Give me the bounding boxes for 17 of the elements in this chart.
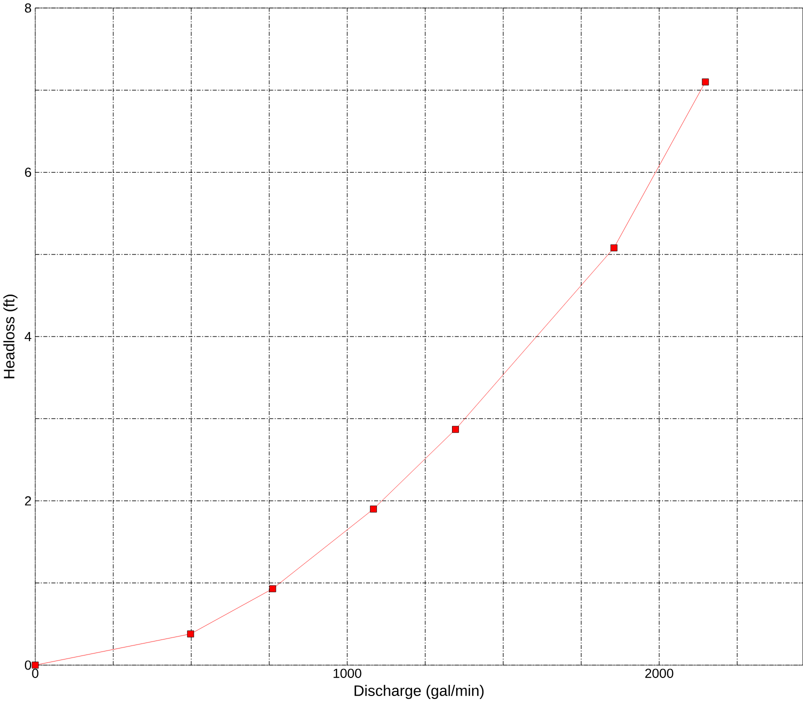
- point: [702, 78, 709, 86]
- x-axis-title: Discharge (gal/min): [354, 684, 484, 699]
- point: [187, 630, 194, 638]
- point: [452, 426, 459, 433]
- x-tick-label: 0: [32, 668, 38, 678]
- y-tick-label: 0: [24, 660, 32, 670]
- y-tick-label: 8: [24, 3, 32, 12]
- point: [32, 662, 39, 668]
- x-tick-label: 2000: [645, 668, 674, 678]
- point: [610, 244, 618, 252]
- y-axis-title: Headloss (ft): [3, 294, 18, 378]
- y-tick-label: 4: [24, 332, 32, 341]
- x-tick-label: 1000: [334, 668, 362, 678]
- y-tick-label: 6: [25, 167, 32, 177]
- point: [269, 585, 276, 592]
- point: [370, 505, 377, 512]
- y-tick-label: 2: [25, 496, 32, 506]
